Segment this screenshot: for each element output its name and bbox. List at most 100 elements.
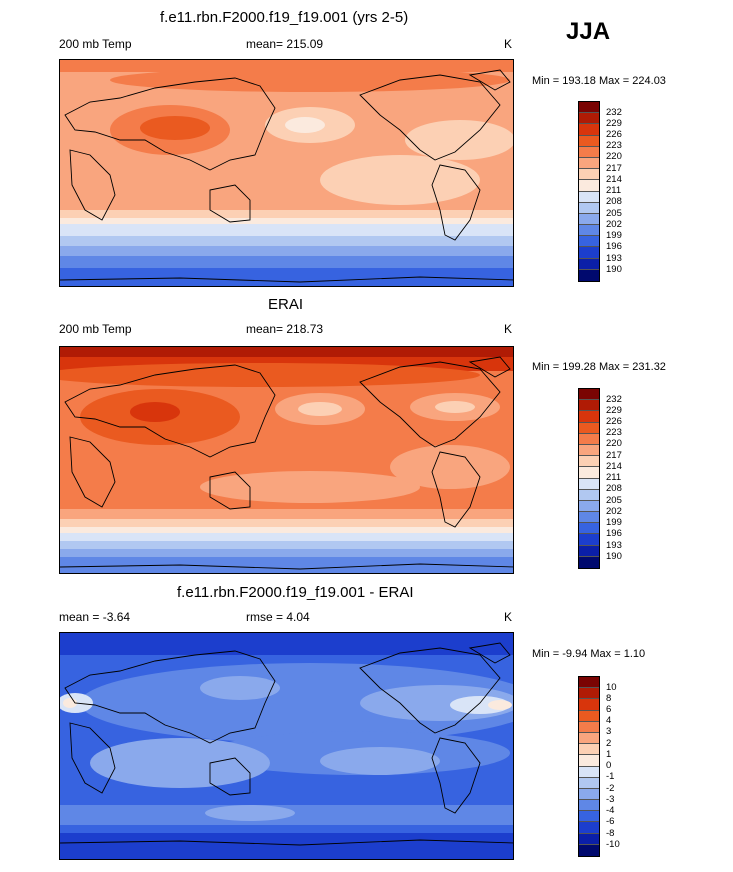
panel-diff-swatch	[579, 788, 599, 801]
colorbar-tick-label: 226	[606, 129, 622, 140]
colorbar-tick-label: -2	[606, 783, 615, 794]
panel-obs-swatch	[579, 467, 599, 479]
colorbar-tick-label: 223	[606, 140, 622, 151]
colorbar-tick-label: 190	[606, 264, 622, 275]
panel-obs-swatch	[579, 422, 599, 434]
colorbar-tick-label: -1	[606, 771, 615, 782]
colorbar-tick-label: -3	[606, 794, 615, 805]
panel-model-swatch	[579, 146, 599, 158]
colorbar-tick-label: 2	[606, 738, 612, 749]
colorbar-tick-label: 220	[606, 151, 622, 162]
colorbar-tick-label: 10	[606, 682, 617, 693]
panel-diff-swatch	[579, 732, 599, 745]
panel-obs-swatch	[579, 456, 599, 468]
colorbar-tick-label: 223	[606, 427, 622, 438]
panel-model-swatch	[579, 225, 599, 237]
colorbar-tick-label: 199	[606, 230, 622, 241]
panel-diff-minmax: Min = -9.94 Max = 1.10	[532, 648, 646, 660]
panel-model-swatch	[579, 213, 599, 226]
panel-obs-swatch	[579, 400, 599, 412]
panel-obs-colorbar	[578, 388, 600, 569]
colorbar-tick-label: 0	[606, 760, 612, 771]
colorbar-tick-label: 196	[606, 241, 622, 252]
panel-model-swatch	[579, 135, 599, 147]
panel-diff-rmse-label: rmse = 4.04	[246, 610, 310, 624]
panel-diff-swatch	[579, 688, 599, 700]
panel-diff-swatch	[579, 822, 599, 834]
panel-model-map	[59, 59, 514, 287]
colorbar-tick-label: 4	[606, 715, 612, 726]
colorbar-tick-label: 196	[606, 528, 622, 539]
colorbar-tick-label: 6	[606, 704, 612, 715]
colorbar-tick-label: 190	[606, 551, 622, 562]
panel-obs-title: ERAI	[268, 296, 304, 313]
panel-model-swatch	[579, 202, 599, 214]
panel-obs-swatch	[579, 523, 599, 535]
panel-diff-swatch	[579, 710, 599, 722]
colorbar-tick-label: -4	[606, 805, 615, 816]
colorbar-tick-label: 217	[606, 163, 622, 174]
panel-model-swatch	[579, 247, 599, 259]
colorbar-tick-label: 1	[606, 749, 612, 760]
panel-obs-variable-label: 200 mb Temp	[59, 322, 132, 336]
panel-model-swatch	[579, 124, 599, 136]
colorbar-tick-label: 211	[606, 472, 622, 483]
panel-diff-swatch	[579, 844, 599, 856]
panel-obs-swatch	[579, 556, 599, 568]
colorbar-tick-label: 229	[606, 405, 622, 416]
panel-model-swatch	[579, 269, 599, 281]
colorbar-tick-label: 208	[606, 196, 622, 207]
colorbar-tick-label: 226	[606, 416, 622, 427]
colorbar-tick-label: 205	[606, 495, 622, 506]
colorbar-tick-label: 193	[606, 540, 622, 551]
panel-diff-swatch	[579, 777, 599, 789]
panel-model-swatch	[579, 102, 599, 114]
colorbar-tick-label: 232	[606, 107, 622, 118]
colorbar-tick-label: 220	[606, 438, 622, 449]
panel-diff-swatch	[579, 766, 599, 778]
panel-obs-swatch	[579, 478, 599, 490]
colorbar-tick-label: 229	[606, 118, 622, 129]
colorbar-tick-label: 208	[606, 483, 622, 494]
colorbar-tick-label: -6	[606, 816, 615, 827]
panel-model-swatch	[579, 191, 599, 203]
panel-model-swatch	[579, 180, 599, 192]
panel-model-swatch	[579, 113, 599, 125]
panel-diff-swatch	[579, 811, 599, 823]
panel-model-mean-label: mean= 215.09	[246, 37, 324, 51]
panel-model-swatch	[579, 169, 599, 181]
panel-diff-mean-label: mean = -3.64	[59, 610, 131, 624]
colorbar-tick-label: 202	[606, 219, 622, 230]
panel-obs-swatch	[579, 411, 599, 423]
colorbar-tick-label: 232	[606, 394, 622, 405]
panel-obs-swatch	[579, 389, 599, 401]
panel-model-title: f.e11.rbn.F2000.f19_f19.001 (yrs 2-5)	[160, 9, 409, 26]
panel-diff-swatch	[579, 755, 599, 767]
panel-model-units-label: K	[504, 37, 513, 51]
panel-obs-minmax: Min = 199.28 Max = 231.32	[532, 361, 666, 373]
panel-model-colorbar	[578, 101, 600, 282]
panel-model-swatch	[579, 236, 599, 248]
panel-diff-units-label: K	[504, 610, 513, 624]
panel-model-swatch	[579, 157, 599, 170]
colorbar-tick-label: 211	[606, 185, 622, 196]
panel-diff-colorbar	[578, 676, 600, 857]
colorbar-tick-label: 8	[606, 693, 612, 704]
panel-model-swatch	[579, 258, 599, 270]
panel-diff-swatch	[579, 744, 599, 756]
colorbar-tick-label: 217	[606, 450, 622, 461]
colorbar-tick-label: 214	[606, 461, 622, 472]
panel-obs-swatch	[579, 534, 599, 546]
panel-diff-title: f.e11.rbn.F2000.f19_f19.001 - ERAI	[177, 584, 414, 601]
colorbar-tick-label: 3	[606, 726, 612, 737]
colorbar-tick-label: 193	[606, 253, 622, 264]
panel-diff-swatch	[579, 833, 599, 845]
colorbar-tick-label: 199	[606, 517, 622, 528]
panel-diff-swatch	[579, 699, 599, 711]
colorbar-tick-label: -8	[606, 828, 615, 839]
panel-diff-swatch	[579, 721, 599, 733]
colorbar-tick-label: 202	[606, 506, 622, 517]
colorbar-tick-label: 214	[606, 174, 622, 185]
panel-obs-swatch	[579, 433, 599, 445]
panel-obs-swatch	[579, 545, 599, 557]
